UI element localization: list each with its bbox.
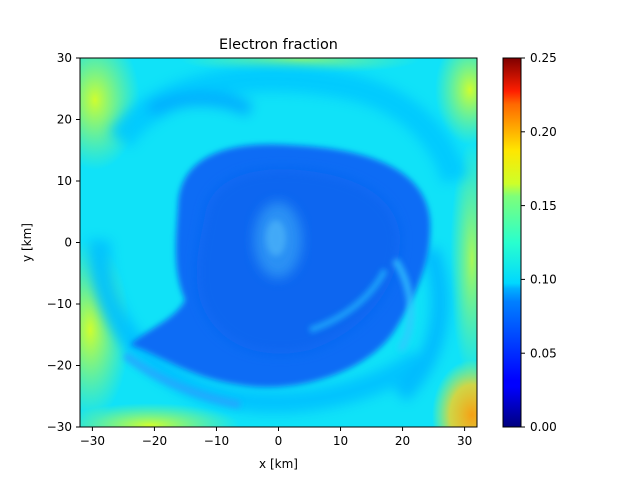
heatmap-field [80,58,477,427]
colorbar-tick-label: 0.20 [530,125,557,139]
colorbar-tick-label: 0.00 [530,420,557,434]
colorbar-tick-label: 0.15 [530,199,557,213]
y-tick-label: −20 [47,359,72,373]
x-tick-label: 10 [333,434,348,448]
y-tick-label: 0 [64,236,72,250]
x-axis-label: x [km] [259,457,298,471]
chart-title: Electron fraction [219,37,338,53]
x-tick-label: −20 [142,434,167,448]
y-tick-label: 10 [57,174,72,188]
y-tick-label: −30 [47,420,72,434]
x-tick-label: 20 [395,434,410,448]
y-axis-ticks: −30 −20 −10 0 10 20 30 [47,51,80,434]
x-tick-label: −30 [80,434,105,448]
y-tick-label: 20 [57,113,72,127]
colorbar-tick-label: 0.25 [530,51,557,65]
x-tick-label: −10 [204,434,229,448]
y-tick-label: −10 [47,297,72,311]
x-tick-label: 30 [457,434,472,448]
y-tick-label: 30 [57,51,72,65]
colorbar [502,57,522,428]
colorbar-ticks: 0.00 0.05 0.10 0.15 0.20 0.25 [521,51,557,434]
y-axis-label: y [km] [20,223,34,262]
colorbar-tick-label: 0.10 [530,273,557,287]
x-axis-ticks: −30 −20 −10 0 10 20 30 [80,427,472,448]
colorbar-tick-label: 0.05 [530,346,557,360]
x-tick-label: 0 [275,434,283,448]
